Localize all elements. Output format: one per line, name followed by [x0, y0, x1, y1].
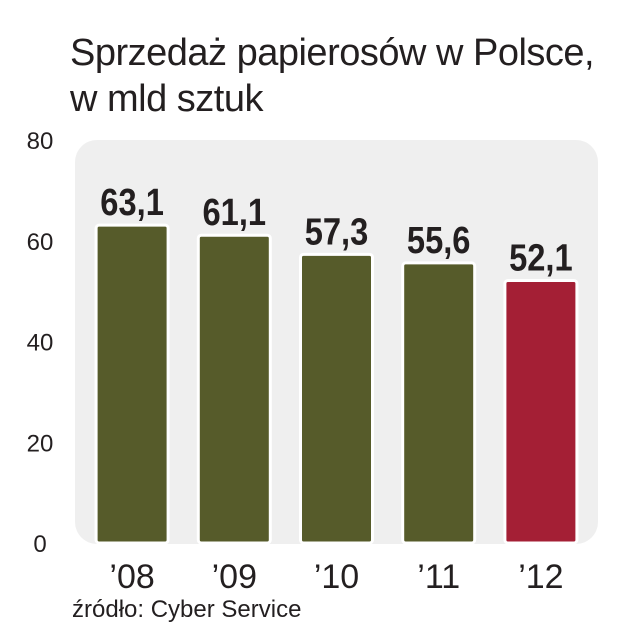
- bar-value-label: 57,3: [305, 210, 369, 253]
- y-tick-label: 60: [27, 229, 54, 256]
- chart-title: Sprzedaż papierosów w Polsce, w mld sztu…: [70, 30, 595, 122]
- bars: 63,1 61,1 57,3 55,6 52,1: [94, 181, 579, 545]
- x-tick-label: ’09: [212, 558, 257, 596]
- bar-value-label: 63,1: [100, 181, 164, 224]
- x-tick-label: ’12: [518, 558, 563, 596]
- bar: [299, 252, 374, 545]
- x-tick-label: ’08: [109, 558, 154, 596]
- y-tick-label: 80: [27, 128, 54, 155]
- source-note: źródło: Cyber Service: [72, 596, 302, 623]
- chart-title-line-2: w mld sztuk: [70, 78, 263, 120]
- bar: [94, 223, 170, 545]
- y-tick-label: 0: [33, 531, 46, 558]
- bar-value-label: 61,1: [203, 191, 267, 234]
- x-tick-label: ’11: [417, 558, 460, 596]
- x-axis: ’08 ’09 ’10 ’11 ’12: [109, 558, 563, 596]
- chart-title-line-1: Sprzedaż papierosów w Polsce,: [70, 32, 595, 74]
- bar: [401, 261, 477, 545]
- bar-value-label: 55,6: [407, 219, 471, 262]
- bar-value-label: 52,1: [509, 236, 573, 279]
- bar: [196, 233, 272, 545]
- y-axis: 0 20 40 60 80: [27, 128, 54, 558]
- y-tick-label: 20: [27, 430, 54, 457]
- x-tick-label: ’10: [314, 558, 359, 596]
- bar: [503, 279, 579, 545]
- y-tick-label: 40: [27, 330, 54, 357]
